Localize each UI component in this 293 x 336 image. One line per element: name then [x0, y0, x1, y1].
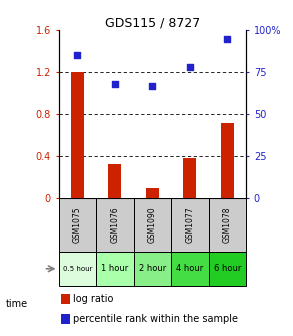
- Bar: [134, 198, 171, 252]
- Bar: [108, 164, 121, 198]
- Text: GSM1076: GSM1076: [110, 207, 119, 244]
- Bar: [71, 72, 84, 198]
- Bar: [146, 188, 159, 198]
- Bar: [171, 252, 209, 286]
- Text: 1 hour: 1 hour: [101, 264, 129, 273]
- Text: 4 hour: 4 hour: [176, 264, 204, 273]
- Text: percentile rank within the sample: percentile rank within the sample: [73, 314, 238, 324]
- Point: [225, 36, 230, 41]
- Bar: [96, 252, 134, 286]
- Point: [150, 83, 155, 88]
- Text: log ratio: log ratio: [73, 294, 113, 304]
- Bar: [62, 314, 70, 325]
- Text: GSM1077: GSM1077: [185, 207, 194, 244]
- Text: time: time: [6, 299, 28, 309]
- Bar: [62, 294, 70, 304]
- Bar: [134, 252, 171, 286]
- Bar: [171, 198, 209, 252]
- Point: [75, 53, 80, 58]
- Bar: [221, 123, 234, 198]
- Point: [188, 65, 192, 70]
- Bar: [209, 252, 246, 286]
- Text: 0.5 hour: 0.5 hour: [63, 266, 92, 272]
- Bar: [209, 198, 246, 252]
- Title: GDS115 / 8727: GDS115 / 8727: [105, 16, 200, 29]
- Point: [113, 81, 117, 87]
- Text: GSM1090: GSM1090: [148, 207, 157, 244]
- Bar: [59, 252, 96, 286]
- Text: GSM1075: GSM1075: [73, 207, 82, 244]
- Text: 2 hour: 2 hour: [139, 264, 166, 273]
- Bar: [96, 198, 134, 252]
- Bar: [59, 198, 96, 252]
- Text: 6 hour: 6 hour: [214, 264, 241, 273]
- Bar: [183, 158, 196, 198]
- Text: GSM1078: GSM1078: [223, 207, 232, 243]
